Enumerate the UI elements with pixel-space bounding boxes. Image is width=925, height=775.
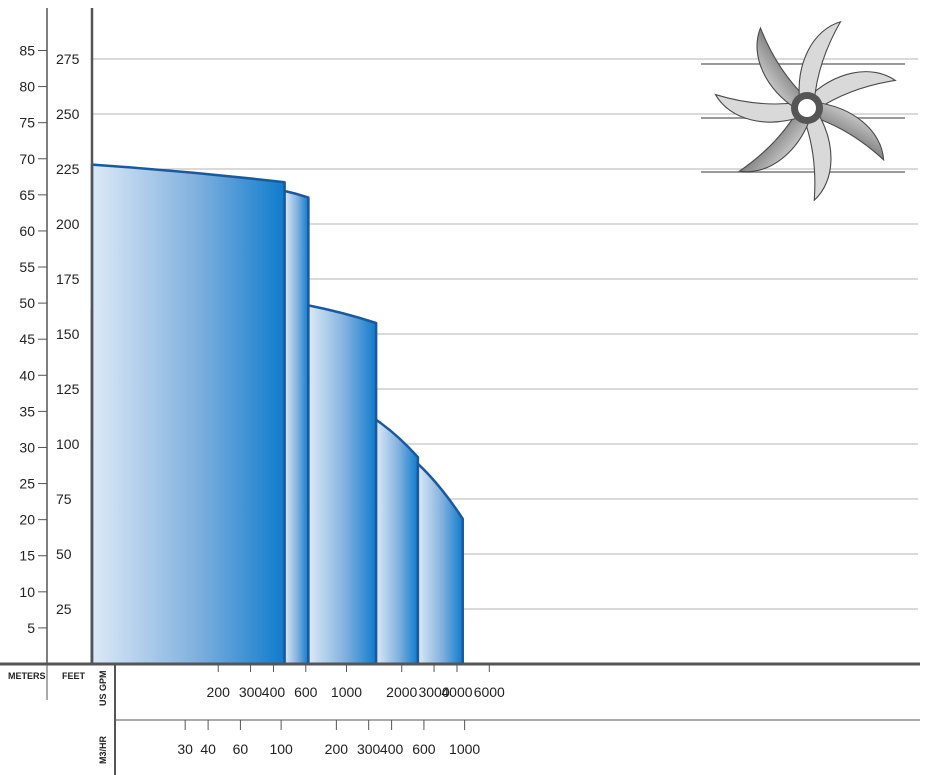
- feet-tick-label: 125: [56, 381, 80, 397]
- meters-tick-label: 35: [19, 403, 35, 419]
- meters-tick-label: 25: [19, 476, 35, 492]
- m3hr-axis-ticks: 30 40 60 100 200 300 400 600 1000: [177, 720, 480, 757]
- performance-area-8: [283, 189, 310, 666]
- feet-tick-label: 50: [56, 546, 72, 562]
- feet-tick-label: 225: [56, 161, 80, 177]
- meters-tick-label: 70: [19, 151, 35, 167]
- feet-tick-label: 150: [56, 326, 80, 342]
- meters-tick-label: 10: [19, 584, 35, 600]
- meters-tick-label: 45: [19, 331, 35, 347]
- feet-tick-label: 25: [56, 601, 72, 617]
- feet-tick-label: 100: [56, 436, 80, 452]
- meters-tick-label: 75: [19, 115, 35, 131]
- feet-tick-label: 200: [56, 216, 80, 232]
- meters-tick-label: 65: [19, 187, 35, 203]
- meters-axis-ticks: 5 10 15 20 25 30 35 40 45 50 55 60 65 70 75 80 85: [19, 42, 47, 636]
- impeller-blade: [714, 93, 804, 123]
- impeller-blade: [756, 26, 808, 111]
- performance-area-7: [90, 163, 286, 666]
- meters-tick-label: 60: [19, 223, 35, 239]
- m3hr-tick-label: 30: [177, 741, 193, 757]
- meters-tick-label: 15: [19, 548, 35, 564]
- axes: [0, 8, 920, 775]
- gpm-tick-label: 3000: [418, 684, 449, 700]
- meters-tick-label: 5: [27, 620, 35, 636]
- impeller-icon: [701, 20, 905, 202]
- feet-axis-label: FEET: [62, 671, 86, 681]
- gpm-tick-label: 400: [262, 684, 286, 700]
- feet-axis-ticks: 25 50 75 100 125 150 175 200 225 250 275: [56, 51, 80, 617]
- m3hr-tick-label: 300: [357, 741, 381, 757]
- performance-area-11: [416, 462, 464, 666]
- feet-tick-label: 75: [56, 491, 72, 507]
- gpm-tick-label: 600: [294, 684, 318, 700]
- meters-tick-label: 30: [19, 439, 35, 455]
- m3hr-tick-label: 600: [412, 741, 436, 757]
- performance-area-10: [374, 418, 420, 666]
- meters-tick-label: 50: [19, 295, 35, 311]
- gpm-tick-label: 2000: [386, 684, 417, 700]
- performance-areas: [90, 163, 464, 666]
- impeller-blade: [737, 109, 812, 173]
- feet-tick-label: 250: [56, 106, 80, 122]
- meters-tick-label: 55: [19, 259, 35, 275]
- feet-tick-label: 175: [56, 271, 80, 287]
- meters-axis-label: METERS: [8, 671, 46, 681]
- gpm-tick-label: 4000: [441, 684, 472, 700]
- m3hr-tick-label: 40: [200, 741, 216, 757]
- m3hr-tick-label: 60: [233, 741, 249, 757]
- meters-tick-label: 40: [19, 367, 35, 383]
- meters-tick-label: 85: [19, 42, 35, 58]
- gpm-tick-label: 200: [207, 684, 231, 700]
- meters-tick-label: 80: [19, 79, 35, 95]
- impeller-blade: [798, 20, 842, 103]
- performance-area-9: [307, 304, 378, 666]
- impeller-blade: [810, 101, 885, 162]
- feet-tick-label: 275: [56, 51, 80, 67]
- gpm-tick-label: 300: [239, 684, 263, 700]
- m3hr-tick-label: 200: [325, 741, 349, 757]
- impeller-blade: [802, 109, 832, 202]
- m3hr-tick-label: 100: [269, 741, 293, 757]
- m3hr-tick-label: 400: [380, 741, 404, 757]
- m3hr-axis-label: M3/HR: [98, 735, 108, 764]
- m3hr-tick-label: 1000: [449, 741, 480, 757]
- gpm-axis-label: US GPM: [98, 670, 108, 706]
- meters-tick-label: 20: [19, 512, 35, 528]
- impeller-blade: [806, 71, 897, 111]
- gpm-tick-label: 1000: [331, 684, 362, 700]
- gpm-tick-label: 6000: [474, 684, 505, 700]
